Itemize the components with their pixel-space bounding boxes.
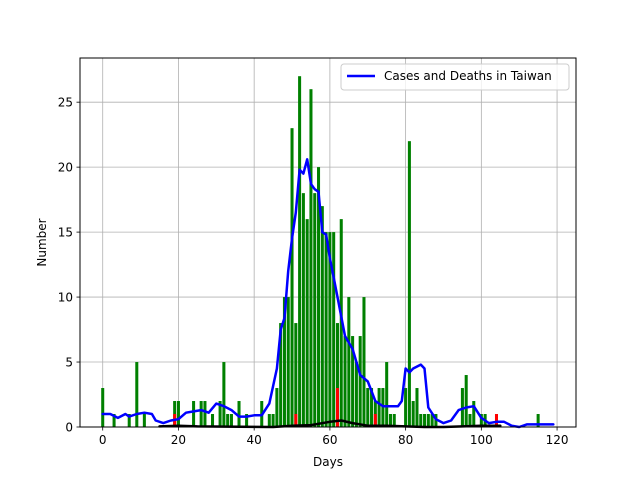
x-axis-ticks: 0 20 40 60 80 100 120 [99, 427, 569, 447]
cases-bar [370, 388, 374, 427]
cases-moving-average-line [101, 158, 555, 429]
cases-bar [192, 401, 196, 427]
cases-bar [218, 401, 222, 427]
cases-bar [411, 401, 415, 427]
cases-bar [275, 388, 279, 427]
y-axis-ticks: 0 5 10 15 20 25 [58, 96, 80, 435]
cases-bar [279, 323, 283, 427]
cases-bar [347, 297, 351, 427]
cases-bar [328, 232, 332, 427]
y-tick-label: 0 [65, 421, 73, 435]
cases-bar [290, 128, 294, 427]
x-tick-label: 20 [171, 433, 186, 447]
cases-bar [536, 414, 540, 427]
x-axis-label: Days [313, 455, 343, 469]
deaths-bar [373, 414, 377, 427]
cases-bar [366, 388, 370, 427]
x-tick-label: 0 [99, 433, 107, 447]
cases-bar [211, 414, 215, 427]
cases-bar [362, 297, 366, 427]
cases-bar [332, 232, 336, 427]
deaths-bar [294, 414, 298, 427]
plot-frame [79, 57, 577, 428]
cases-bar [135, 362, 139, 427]
cases-bar [358, 336, 362, 427]
cases-bar [335, 323, 339, 427]
cases-bar [404, 388, 408, 427]
y-tick-label: 10 [58, 291, 73, 305]
deaths-bar [335, 388, 339, 427]
cases-bar [388, 414, 392, 427]
cases-bar [426, 414, 430, 427]
cases-bar [101, 388, 105, 427]
x-tick-label: 80 [398, 433, 413, 447]
cases-bar [226, 414, 230, 427]
cases-bar [377, 388, 381, 427]
cases-bar [112, 414, 116, 427]
cases-bar [317, 167, 321, 427]
cases-bar [309, 89, 313, 427]
y-tick-label: 15 [58, 226, 73, 240]
cases-bar [464, 375, 468, 427]
cases-bar [392, 414, 396, 427]
cases-bar [472, 401, 476, 427]
cases-bar [267, 414, 271, 427]
x-tick-label: 40 [247, 433, 262, 447]
cases-bar [245, 414, 249, 427]
y-axis-label: Number [35, 218, 49, 266]
cases-bar [203, 401, 207, 427]
cases-bar [271, 414, 275, 427]
cases-bar [351, 336, 355, 427]
legend: Cases and Deaths in Taiwan [340, 63, 570, 91]
deaths-bar [494, 414, 499, 427]
cases-bar [343, 336, 347, 427]
cases-bar [385, 362, 389, 427]
cases-bar [324, 232, 328, 427]
cases-bar [354, 362, 358, 427]
cases-bar [199, 401, 203, 427]
cases-bar [468, 414, 472, 427]
cases-bar [237, 401, 241, 427]
x-tick-label: 100 [470, 433, 493, 447]
cases-bar [305, 219, 309, 427]
cases-bars [101, 76, 540, 428]
x-tick-label: 120 [546, 433, 569, 447]
cases-bar [415, 388, 419, 427]
cases-bar [423, 414, 427, 427]
cases-bar [294, 323, 298, 427]
cases-bar [282, 297, 286, 427]
cases-bar [229, 414, 233, 427]
cases-bar [320, 206, 324, 427]
legend-label: Cases and Deaths in Taiwan [384, 69, 552, 83]
cases-bar [313, 193, 317, 427]
cases-bar [142, 414, 146, 427]
cases-bar [407, 141, 411, 428]
cases-bar [301, 193, 305, 427]
cases-bar [176, 401, 180, 427]
cases-bar [222, 362, 226, 427]
x-tick-label: 60 [322, 433, 337, 447]
cases-bar [127, 414, 131, 427]
y-tick-label: 5 [65, 356, 73, 370]
cases-bar [286, 297, 290, 427]
y-tick-label: 20 [58, 161, 73, 175]
cases-bar [430, 414, 434, 427]
y-tick-label: 25 [58, 96, 73, 110]
cases-bar [419, 414, 423, 427]
cases-bar [381, 388, 385, 427]
cases-bar [298, 76, 302, 428]
cases-bar [479, 414, 483, 427]
legend-box [340, 63, 570, 91]
